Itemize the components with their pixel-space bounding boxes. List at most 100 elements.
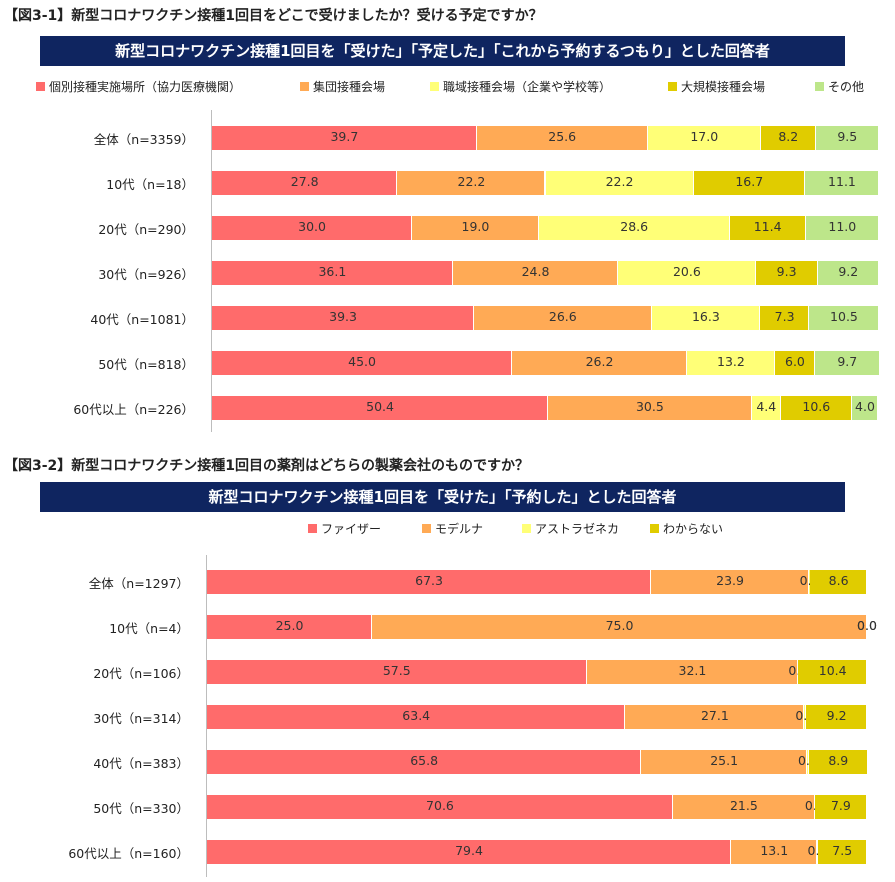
- category-label: 50代（n=818）: [98, 357, 194, 372]
- bar-segment: [207, 750, 642, 774]
- bar-segment: [538, 216, 730, 240]
- legend-swatch: [422, 524, 431, 533]
- bar-segment: [693, 171, 805, 195]
- bar-segment: [806, 705, 867, 729]
- legend-label: その他: [828, 80, 865, 94]
- data-label: 9.2: [826, 708, 847, 723]
- bar-segment: [804, 705, 807, 729]
- bar-segment: [212, 171, 398, 195]
- data-label: 7.9: [830, 798, 851, 813]
- data-label: 11.4: [753, 219, 782, 234]
- bar-segment: [808, 750, 868, 774]
- figure1-banner: 新型コロナワクチン接種1回目を「受けた」「予定した」「これから予約するつもり」と…: [40, 36, 845, 66]
- category-axis-line: [206, 555, 207, 877]
- data-label: 9.7: [837, 354, 858, 369]
- category-label: 全体（n=3359）: [93, 132, 194, 147]
- legend-label: 個別接種実施場所（協力医療機関）: [49, 80, 242, 94]
- data-label: 7.3: [774, 309, 795, 324]
- bar-segment: [810, 570, 867, 594]
- data-label: 17.0: [690, 129, 719, 144]
- data-label: 4.0: [855, 399, 875, 414]
- bar-segment: [760, 126, 816, 150]
- bar-segment: [641, 750, 807, 774]
- bar-segment: [207, 570, 652, 594]
- data-label: 30.5: [635, 399, 664, 414]
- category-label: 30代（n=926）: [98, 267, 194, 282]
- figure2-legend: ファイザー モデルナ アストラゼネカ わからない: [0, 521, 895, 539]
- category-label: 60代以上（n=160）: [68, 846, 189, 861]
- category-label: 30代（n=314）: [93, 711, 189, 726]
- bar-segment: [817, 261, 879, 285]
- data-label: 8.2: [778, 129, 799, 144]
- data-label: 13.1: [760, 843, 789, 858]
- data-label: 24.8: [521, 264, 550, 279]
- data-label: 13.2: [717, 354, 745, 369]
- bar-segment: [651, 570, 809, 594]
- data-label: 21.5: [729, 798, 758, 813]
- bar-segment: [618, 261, 756, 285]
- legend-swatch: [308, 524, 317, 533]
- data-label: 22.2: [457, 174, 486, 189]
- data-label: 27.8: [290, 174, 319, 189]
- legend-label: 集団接種会場: [313, 80, 386, 94]
- data-label: 19.0: [461, 219, 490, 234]
- legend-item: ファイザー: [308, 521, 381, 537]
- bar-segment: [815, 126, 879, 150]
- legend-swatch: [522, 524, 531, 533]
- bar-segment: [548, 396, 752, 420]
- data-label: 11.1: [828, 174, 856, 189]
- data-label: 16.7: [735, 174, 764, 189]
- data-label: 79.4: [455, 843, 483, 858]
- bar-segment: [804, 171, 879, 195]
- data-label: 0.0: [857, 618, 877, 633]
- bar-segment: [212, 396, 549, 420]
- data-label: 6.0: [785, 354, 805, 369]
- bar-segment: [207, 660, 587, 684]
- data-label: 8.6: [828, 573, 849, 588]
- bar-segment: [212, 306, 475, 330]
- bar-segment: [780, 396, 852, 420]
- bar-segment: [474, 306, 652, 330]
- data-label: 10.6: [802, 399, 831, 414]
- bar-segment: [207, 615, 372, 639]
- legend-swatch: [668, 82, 677, 91]
- category-axis-line: [211, 110, 212, 432]
- bar-segment: [212, 126, 477, 150]
- data-label: 45.0: [348, 354, 376, 369]
- bar-segment: [808, 570, 811, 594]
- legend-label: 職域接種会場（企業や学校等）: [443, 80, 612, 94]
- data-label: 28.6: [620, 219, 649, 234]
- bar-segment: [512, 351, 687, 375]
- data-label: 67.3: [415, 573, 443, 588]
- data-label: 75.0: [605, 618, 634, 633]
- data-label: 30.0: [298, 219, 326, 234]
- data-label: 27.1: [700, 708, 729, 723]
- category-label: 40代（n=1081）: [90, 312, 194, 327]
- bar-segment: [851, 396, 879, 420]
- legend-label: 大規模接種会場: [681, 80, 766, 94]
- data-label: 70.6: [426, 798, 454, 813]
- category-label: 10代（n=18）: [106, 177, 194, 192]
- data-label: 4.4: [756, 399, 777, 414]
- data-label: 26.6: [548, 309, 577, 324]
- bar-segment: [672, 795, 815, 819]
- legend-item: 大規模接種会場: [668, 79, 765, 95]
- data-label: 25.1: [710, 753, 739, 768]
- bar-segment: [814, 795, 867, 819]
- legend-label: ファイザー: [321, 522, 382, 536]
- data-label: 7.5: [832, 843, 853, 858]
- legend-item: わからない: [650, 521, 723, 537]
- bar-segment: [806, 750, 809, 774]
- bar-segment: [760, 306, 809, 330]
- legend-swatch: [430, 82, 439, 91]
- bar-segment: [545, 171, 694, 195]
- data-label: 10.5: [830, 309, 858, 324]
- data-label: 0.0: [857, 618, 877, 633]
- bar-segment: [805, 216, 879, 240]
- data-label: 10.4: [818, 663, 847, 678]
- figure2-plot: 全体（n=1297）67.323.90.28.610代（n=4）25.075.0…: [0, 555, 895, 877]
- bar-segment: [207, 795, 673, 819]
- figure2-title: 【図3-2】新型コロナワクチン接種1回目の薬剤はどちらの製薬会社のものですか？: [4, 458, 530, 474]
- data-label: 11.0: [828, 219, 857, 234]
- bar-segment: [814, 351, 880, 375]
